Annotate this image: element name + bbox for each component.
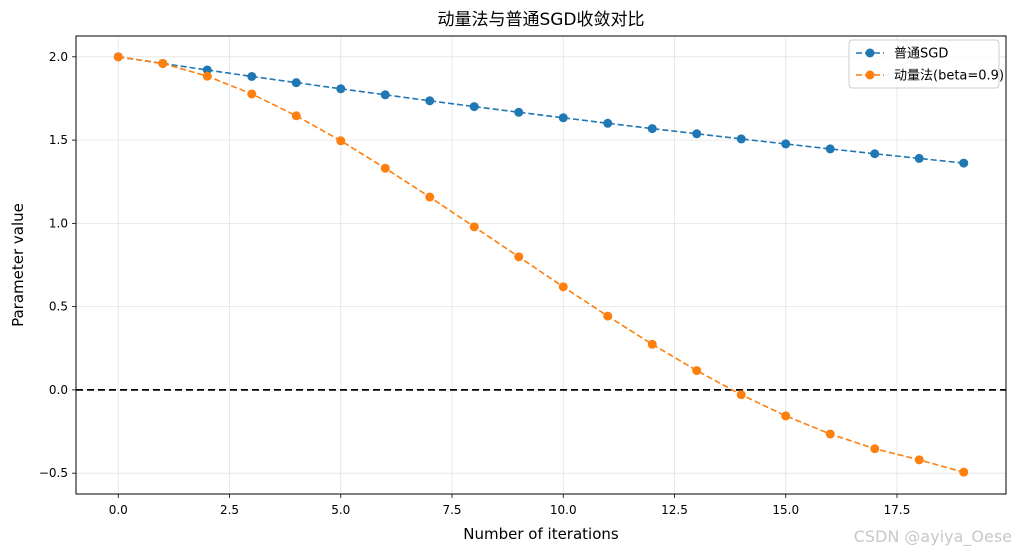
legend-marker-0 [865, 48, 875, 58]
series-0-point-11 [603, 118, 613, 128]
watermark: CSDN @ayiya_Oese [853, 527, 1012, 546]
series-1-point-1 [158, 58, 168, 68]
x-tick-label-3: 7.5 [442, 503, 461, 517]
series-1-point-17 [870, 444, 880, 454]
series-0-point-4 [291, 78, 301, 88]
series-1-point-11 [603, 311, 613, 321]
x-tick-label-0: 0.0 [109, 503, 128, 517]
series-0-point-16 [825, 144, 835, 154]
series-1-point-16 [825, 429, 835, 439]
series-line-0 [118, 56, 964, 164]
series-1-point-3 [247, 89, 257, 99]
y-axis-ticks: −0.5 0.0 0.5 1.0 1.5 2.0 [39, 50, 76, 480]
x-tick-label-6: 15.0 [772, 503, 799, 517]
series-1-point-13 [692, 366, 702, 376]
series-0-point-3 [247, 71, 257, 81]
series-0-point-15 [781, 139, 791, 149]
series-0-point-6 [380, 90, 390, 100]
y-tick-label-4: 1.5 [49, 133, 68, 147]
series-0-point-9 [514, 107, 524, 117]
y-tick-label-5: 2.0 [49, 50, 68, 64]
x-tick-label-4: 10.0 [550, 503, 577, 517]
y-axis-label: Parameter value [9, 203, 27, 327]
series-1-point-4 [291, 111, 301, 121]
legend-marker-1 [865, 70, 875, 80]
series-1-point-15 [781, 411, 791, 421]
chart-title: 动量法与普通SGD收敛对比 [437, 10, 644, 30]
series-0-point-14 [736, 134, 746, 144]
series-1-point-0 [113, 52, 123, 62]
series-1-point-5 [336, 136, 346, 146]
series-0-point-18 [914, 153, 924, 163]
series-1-point-19 [959, 467, 969, 477]
series-0-point-17 [870, 149, 880, 159]
series-1-point-10 [558, 282, 568, 292]
legend-box [848, 39, 1000, 89]
x-tick-label-2: 5.0 [331, 503, 350, 517]
series-0-point-8 [469, 102, 479, 112]
series-0-point-2 [202, 65, 212, 75]
series-1-point-7 [425, 192, 435, 202]
y-tick-label-2: 0.5 [49, 300, 68, 314]
legend-label-0: 普通SGD [894, 47, 948, 62]
x-axis-ticks: 0.0 2.5 5.0 7.5 10.0 12.5 15.0 17.5 [109, 494, 911, 517]
series-1-point-2 [202, 71, 212, 81]
y-tick-label-1: 0.0 [49, 383, 68, 397]
series-1-point-12 [647, 339, 657, 349]
series-0-point-12 [647, 124, 657, 134]
series-1-point-8 [469, 222, 479, 232]
series-0 [113, 52, 969, 168]
series-layer [113, 52, 969, 477]
series-0-point-13 [692, 129, 702, 139]
x-axis-label: Number of iterations [463, 525, 619, 543]
legend-label-1: 动量法(beta=0.9) [894, 69, 1004, 84]
series-0-point-5 [336, 84, 346, 94]
series-0-point-19 [959, 158, 969, 168]
y-tick-label-0: −0.5 [39, 466, 68, 480]
series-1-point-6 [380, 163, 390, 173]
series-0-point-10 [558, 113, 568, 123]
axes-frame [75, 35, 1007, 495]
x-tick-label-1: 2.5 [220, 503, 239, 517]
y-tick-label-3: 1.0 [49, 216, 68, 230]
series-0-point-7 [425, 96, 435, 106]
series-1-point-9 [514, 252, 524, 262]
x-tick-label-5: 12.5 [661, 503, 688, 517]
legend: 普通SGD 动量法(beta=0.9) [848, 39, 1004, 89]
series-line-1 [118, 56, 964, 473]
series-1-point-18 [914, 455, 924, 465]
series-1-point-14 [736, 390, 746, 400]
x-tick-label-7: 17.5 [884, 503, 911, 517]
series-1 [113, 52, 969, 477]
